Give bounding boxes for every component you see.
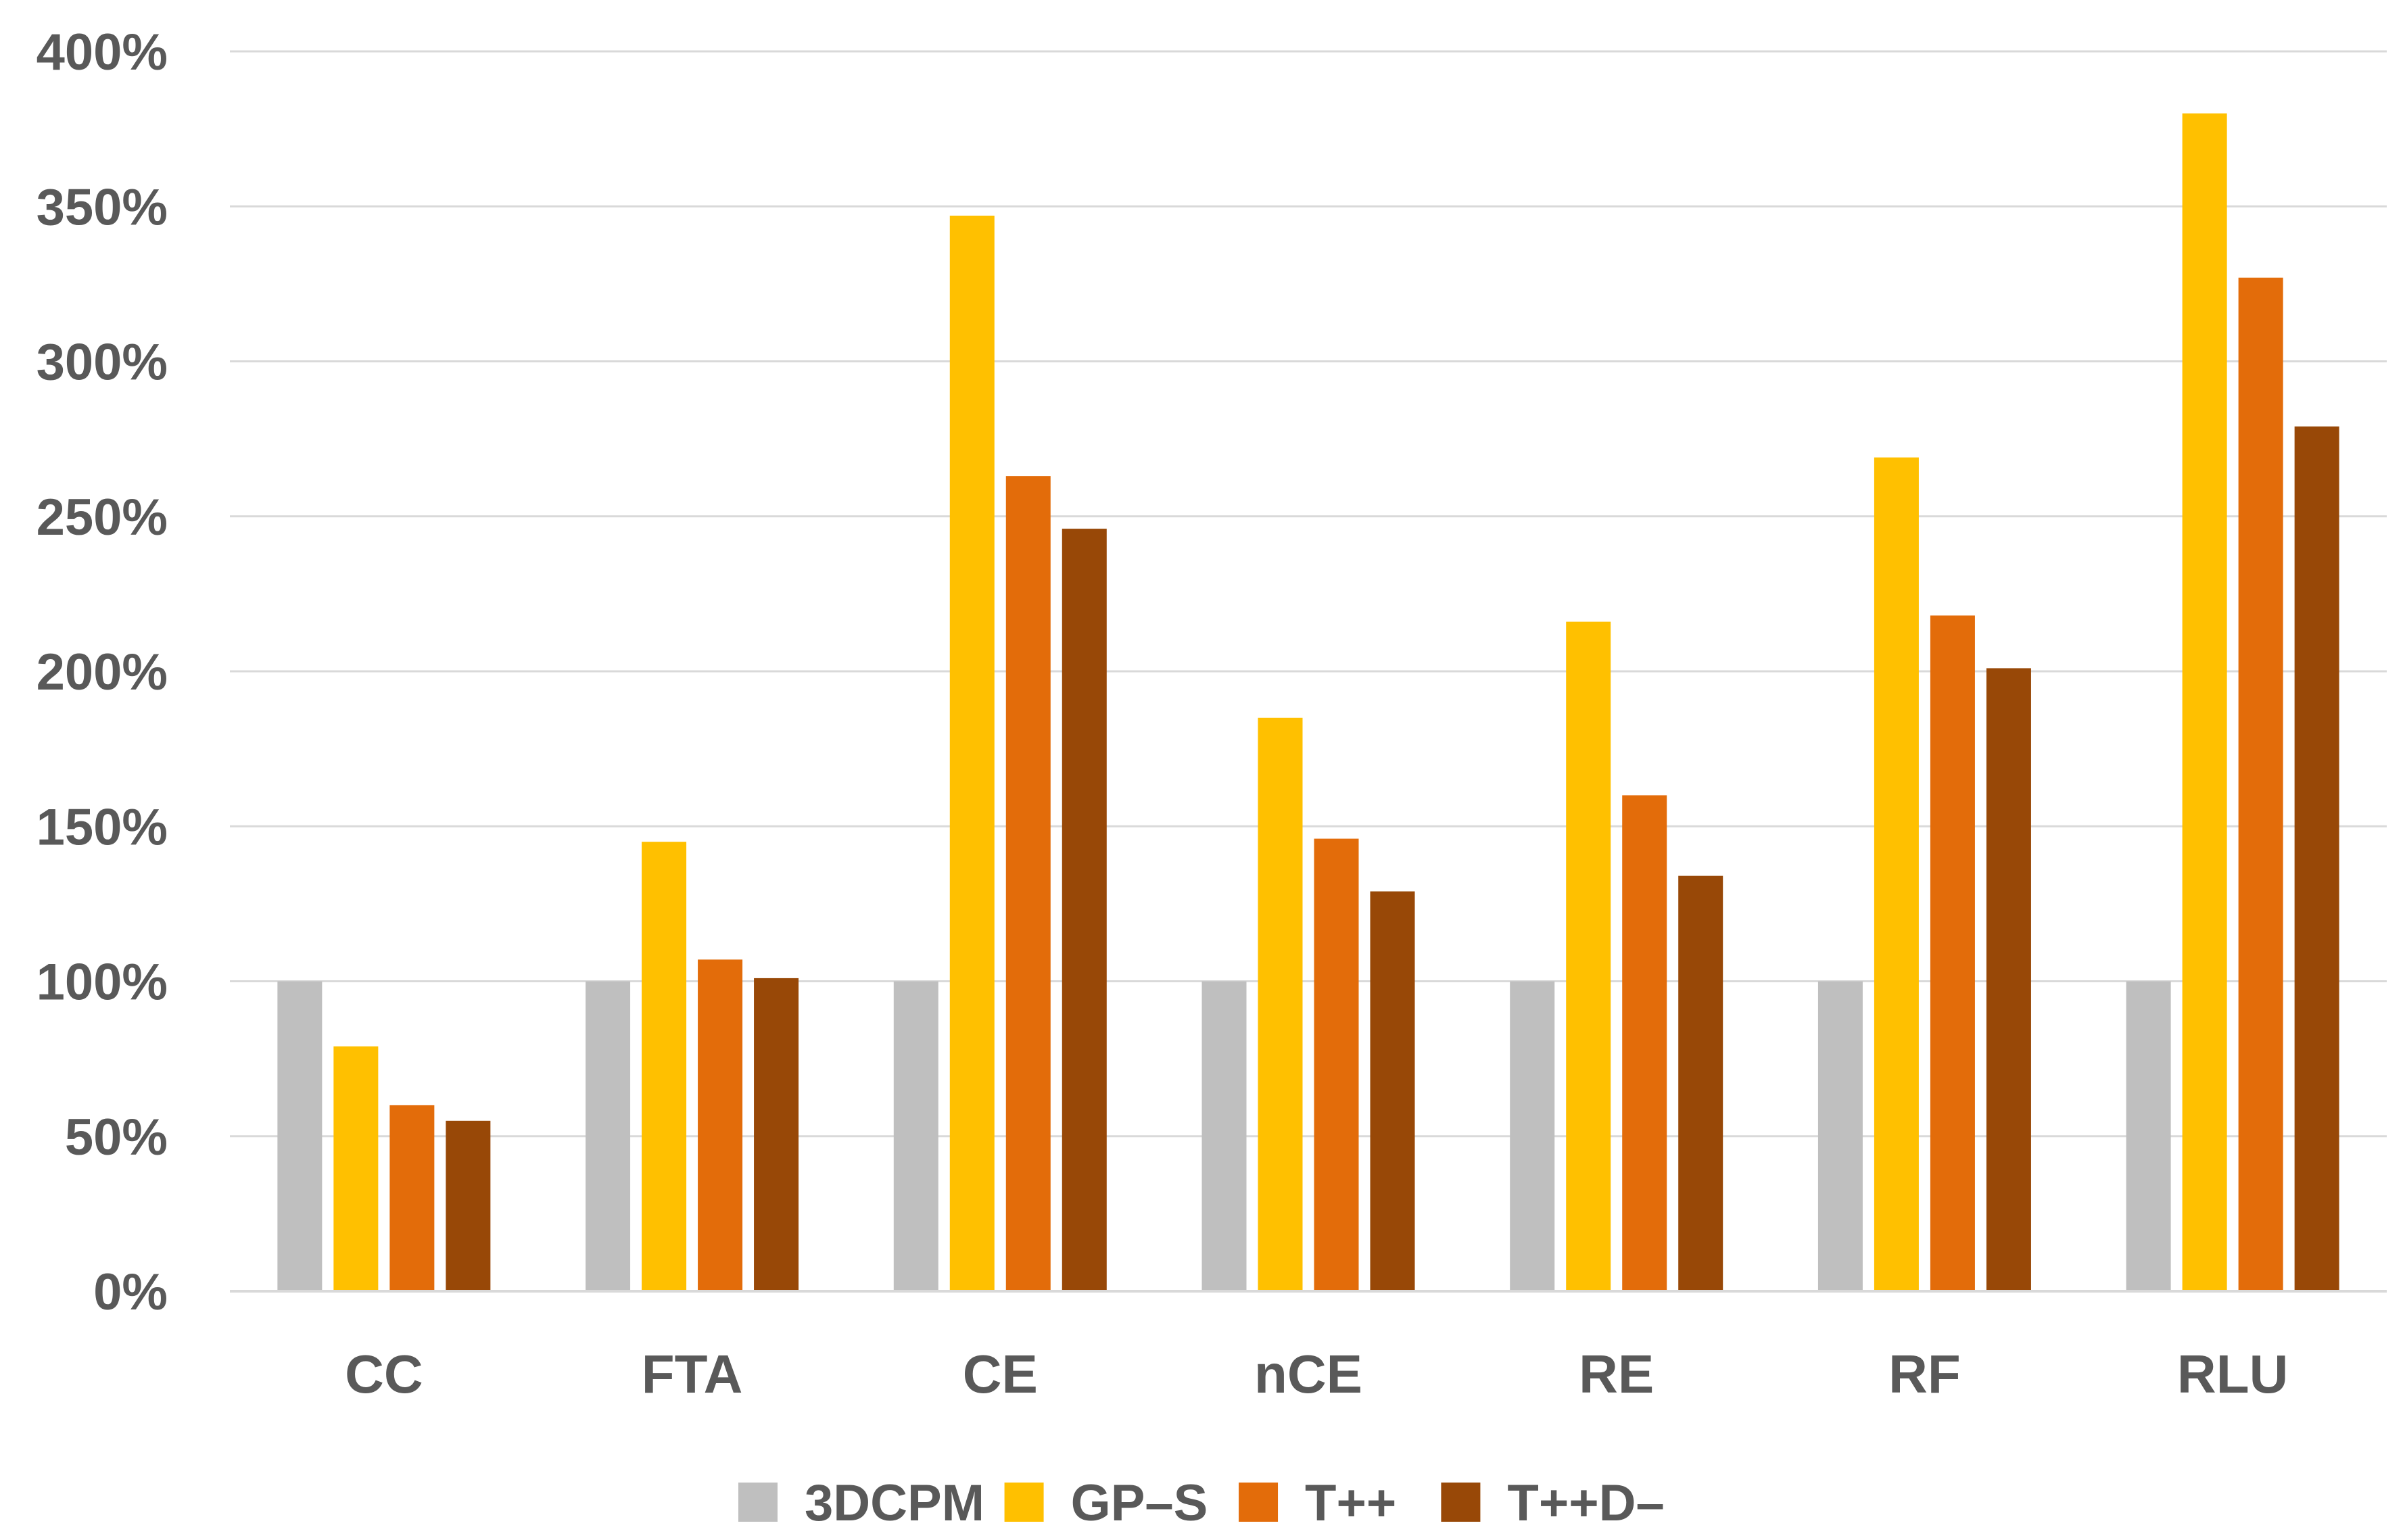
- y-tick-label: 400%: [37, 24, 168, 81]
- x-tick-label: FTA: [642, 1344, 743, 1404]
- legend-swatch: [1004, 1483, 1044, 1522]
- gridlines: [230, 50, 2387, 1293]
- bar-ce-3dcpm: [893, 981, 938, 1291]
- bar-rf-3dcpm: [1817, 981, 1863, 1291]
- bar-re-3dcpm: [1510, 981, 1555, 1291]
- x-tick-label: nCE: [1254, 1344, 1362, 1404]
- bar-rlu-3dcpm: [2126, 981, 2171, 1291]
- legend-label: T++D–: [1507, 1474, 1664, 1532]
- bar-rlu-t: [2238, 277, 2283, 1292]
- legend-item-gp-s: GP–S: [1004, 1474, 1208, 1532]
- bar-fta-t-d: [754, 978, 799, 1291]
- y-tick-label: 150%: [37, 798, 168, 856]
- bar-rf-t: [1930, 615, 1975, 1291]
- legend-swatch: [1441, 1483, 1481, 1522]
- bar-ce-gp-s: [949, 216, 995, 1291]
- bar-nce-t-d: [1370, 891, 1415, 1291]
- legend-item-t: T++: [1239, 1474, 1396, 1532]
- legend-swatch: [1239, 1483, 1279, 1522]
- bar-nce-3dcpm: [1201, 981, 1247, 1291]
- bar-cc-gp-s: [333, 1046, 379, 1291]
- y-tick-label: 0%: [93, 1264, 168, 1321]
- bar-re-gp-s: [1566, 621, 1611, 1291]
- bar-rlu-gp-s: [2182, 113, 2227, 1292]
- bar-cc-3dcpm: [277, 981, 323, 1291]
- bar-rf-gp-s: [1874, 457, 1919, 1291]
- bar-rf-t-d: [1986, 668, 2031, 1291]
- bars: [277, 113, 2339, 1292]
- bar-fta-3dcpm: [586, 981, 631, 1291]
- legend-item-3dcpm: 3DCPM: [738, 1474, 984, 1532]
- y-tick-label: 350%: [37, 178, 168, 236]
- bar-fta-t: [698, 959, 743, 1291]
- x-tick-label: RE: [1579, 1344, 1654, 1404]
- x-tick-label: RLU: [2177, 1344, 2288, 1404]
- y-tick-label: 250%: [37, 489, 168, 546]
- legend-label: T++: [1305, 1474, 1396, 1532]
- legend-swatch: [738, 1483, 778, 1522]
- x-tick-label: RF: [1888, 1344, 1961, 1404]
- bar-ce-t: [1005, 476, 1051, 1291]
- x-axis: CC FTA CE nCE RE RF RLU: [230, 1290, 2387, 1404]
- bar-cc-t: [389, 1105, 435, 1291]
- legend: 3DCPM GP–S T++ T++D–: [738, 1474, 1665, 1532]
- y-axis: 0% 50% 100% 150% 200% 250% 300% 350% 400%: [37, 24, 168, 1321]
- legend-label: 3DCPM: [805, 1474, 984, 1532]
- bar-re-t-d: [1678, 875, 1723, 1291]
- y-tick-label: 50%: [65, 1109, 168, 1166]
- bar-ce-t-d: [1062, 529, 1107, 1291]
- x-tick-label: CE: [963, 1344, 1038, 1404]
- bar-fta-gp-s: [642, 842, 687, 1291]
- legend-label: GP–S: [1071, 1474, 1208, 1532]
- bar-nce-t: [1314, 838, 1359, 1291]
- y-tick-label: 100%: [37, 954, 168, 1011]
- y-tick-label: 200%: [37, 644, 168, 701]
- bar-re-t: [1622, 795, 1667, 1291]
- bar-cc-t-d: [446, 1120, 491, 1291]
- bar-rlu-t-d: [2294, 426, 2339, 1292]
- x-tick-label: CC: [345, 1344, 423, 1404]
- bar-nce-gp-s: [1258, 717, 1303, 1291]
- legend-item-t-d: T++D–: [1441, 1474, 1665, 1532]
- y-tick-label: 300%: [37, 334, 168, 391]
